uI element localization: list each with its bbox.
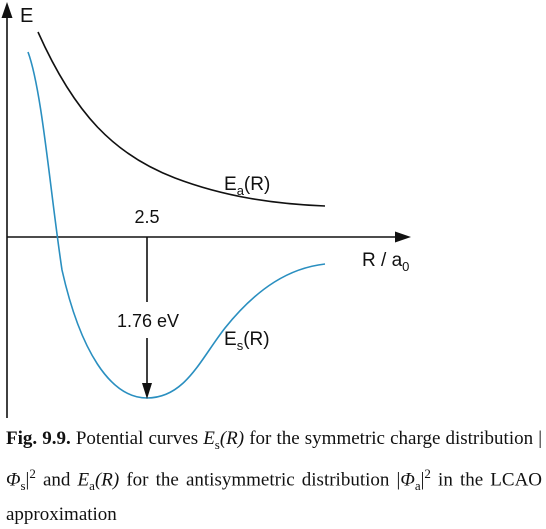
caption-phi-s: Φ (6, 469, 20, 490)
figure-number: Fig. 9.9. (6, 428, 71, 449)
figure-caption: Fig. 9.9. Potential curves Es (R) for the… (6, 424, 542, 529)
caption-text-3: and (36, 469, 78, 490)
binding-energy-label: 1.76 eV (117, 311, 179, 331)
caption-es: E (203, 428, 215, 449)
series-label-es-tail: (R) (243, 329, 269, 350)
potential-curve-figure: E R / a0 Ea(R) Es(R) 2.5 1.76 eV (0, 0, 546, 420)
caption-phi-s-sub: s (20, 478, 25, 493)
x-axis-arrowhead (395, 232, 411, 243)
x-axis-label-slash: / a (376, 250, 403, 271)
caption-ea: E (78, 469, 90, 490)
caption-phi-a-sub: a (415, 478, 421, 493)
caption-text-4: for the antisymmetric distribution | (119, 469, 400, 490)
caption-ea-arg: (R) (95, 469, 119, 490)
caption-text-2: for the symmetric charge distribution | (244, 428, 542, 449)
series-label-ea: Ea(R) (224, 174, 270, 198)
x-axis-label-sub: 0 (402, 259, 409, 274)
binding-energy-arrowhead (142, 383, 152, 399)
caption-phi-a: Φ (400, 469, 414, 490)
x-axis-label: R / a0 (362, 250, 409, 274)
series-label-es: Es(R) (224, 329, 270, 353)
y-axis-arrowhead (2, 2, 13, 18)
x-axis-label-main: R (362, 250, 376, 271)
series-label-ea-tail: (R) (244, 174, 270, 195)
series-label-es-main: E (224, 329, 237, 350)
caption-text-1: Potential curves (71, 428, 203, 449)
series-line-es (28, 52, 325, 398)
minimum-position-label: 2.5 (134, 207, 159, 227)
caption-es-arg: (R) (220, 428, 244, 449)
series-label-ea-main: E (224, 174, 237, 195)
y-axis-label: E (20, 5, 33, 27)
series-line-ea (38, 32, 325, 206)
